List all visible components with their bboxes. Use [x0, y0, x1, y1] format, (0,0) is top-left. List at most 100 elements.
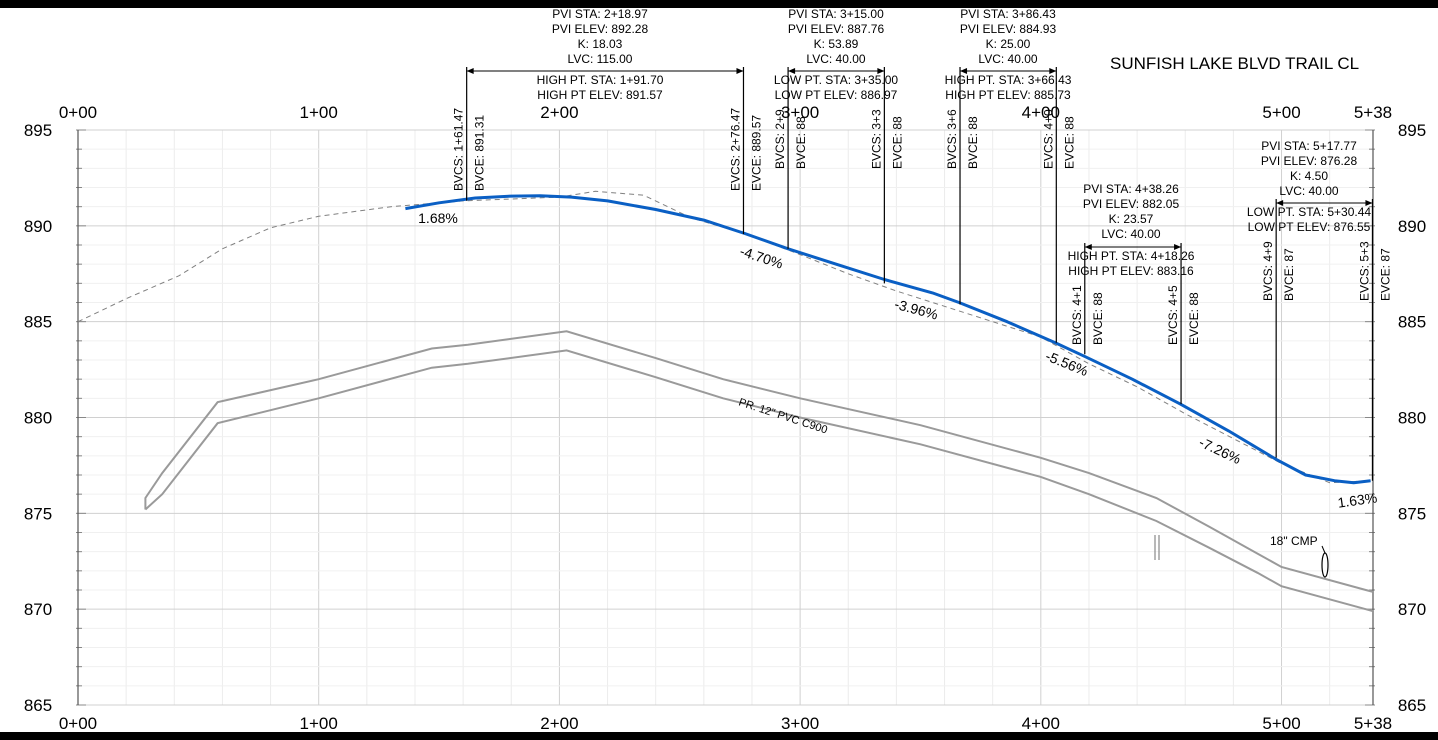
- pvi-text-line: PVI ELEV: 887.76: [788, 22, 885, 36]
- bottom-station-label: 0+00: [59, 714, 97, 733]
- evcs-label: EVCS: 3+3: [869, 109, 883, 169]
- pvi-text-line: HIGH PT ELEV: 891.57: [537, 88, 663, 102]
- bvcs-label: BVCS: 4+1: [1070, 285, 1084, 345]
- top-station-label: 5+38: [1354, 103, 1392, 122]
- grade-label: 1.63%: [1337, 489, 1379, 510]
- pvi-text-line: PVI ELEV: 882.05: [1083, 197, 1180, 211]
- evcs-label: EVCS: 4+5: [1166, 285, 1180, 345]
- grid: [76, 130, 1375, 705]
- proposed-profile-line: [405, 196, 1370, 483]
- top-station-label: 2+00: [540, 103, 578, 122]
- pipe-bottom-line: [145, 350, 1373, 611]
- evcs-label: EVCS: 5+3: [1357, 241, 1371, 301]
- left-elevation-label: 880: [24, 409, 52, 428]
- pvi-text-line: HIGH PT. STA: 4+18.26: [1068, 249, 1195, 263]
- grade-label: -7.26%: [1197, 434, 1244, 467]
- pvi-text-line: K: 18.03: [578, 37, 623, 51]
- culvert-symbol: [1322, 553, 1328, 577]
- pvi-text-line: LVC: 115.00: [568, 52, 633, 66]
- bottom-station-label: 5+38: [1354, 714, 1392, 733]
- left-elevation-label: 885: [24, 313, 52, 332]
- pvi-text-line: PVI STA: 2+18.97: [552, 7, 648, 21]
- pvi-text-line: LVC: 40.00: [1279, 184, 1338, 198]
- top-station-label: 5+00: [1262, 103, 1300, 122]
- bvce-label: BVCE: 891.31: [473, 115, 487, 191]
- top-frame-bar: [0, 0, 1438, 8]
- pvi-text-line: PVI ELEV: 892.28: [552, 22, 649, 36]
- right-elevation-label: 885: [1398, 313, 1426, 332]
- dimension-arrow-left: [467, 68, 474, 74]
- evce-label: EVCE: 88: [1062, 116, 1076, 169]
- pvi-text-line: K: 23.57: [1109, 212, 1154, 226]
- pvi-text-line: HIGH PT. STA: 1+91.70: [537, 73, 664, 87]
- right-elevation-label: 890: [1398, 217, 1426, 236]
- pvi-text-line: PVI STA: 3+15.00: [788, 7, 884, 21]
- pvi-text-line: LOW PT ELEV: 886.97: [775, 88, 898, 102]
- left-elevation-label: 895: [24, 121, 52, 140]
- evce-label: EVCE: 889.57: [749, 115, 763, 191]
- pvi-text-line: K: 53.89: [814, 37, 859, 51]
- bottom-station-label: 1+00: [300, 714, 338, 733]
- dimension-arrow-right: [736, 68, 743, 74]
- left-elevation-label: 890: [24, 217, 52, 236]
- bvcs-label: BVCS: 1+61.47: [452, 108, 466, 191]
- pvi-text-line: LVC: 40.00: [806, 52, 865, 66]
- bvce-label: BVCE: 88: [1091, 292, 1105, 345]
- pvi-text-line: LOW PT. STA: 3+35.00: [774, 73, 898, 87]
- bvce-label: BVCE: 88: [966, 116, 980, 169]
- grade-label: -4.70%: [738, 243, 785, 272]
- right-elevation-label: 870: [1398, 600, 1426, 619]
- evce-label: EVCE: 88: [1187, 292, 1201, 345]
- top-station-label: 0+00: [59, 103, 97, 122]
- bvce-label: BVCE: 87: [1282, 248, 1296, 301]
- right-elevation-label: 875: [1398, 504, 1426, 523]
- top-station-label: 1+00: [300, 103, 338, 122]
- pvi-text-line: PVI STA: 5+17.77: [1261, 139, 1357, 153]
- pipe-profile: [145, 331, 1373, 611]
- pvi-text-line: LOW PT. STA: 5+30.44: [1247, 205, 1371, 219]
- pvi-text-line: PVI ELEV: 876.28: [1261, 154, 1358, 168]
- pvi-text-line: HIGH PT ELEV: 883.16: [1068, 264, 1194, 278]
- bottom-frame-bar: [0, 732, 1438, 740]
- evcs-label: EVCS: 4+0: [1041, 109, 1055, 169]
- pvi-text-line: PVI STA: 3+86.43: [960, 7, 1056, 21]
- bvcs-label: BVCS: 2+9: [773, 109, 787, 169]
- bottom-station-label: 3+00: [781, 714, 819, 733]
- proposed-profile: [405, 196, 1370, 483]
- pvi-text-line: HIGH PT. STA: 3+66.43: [945, 73, 1072, 87]
- pvi-text-line: PVI ELEV: 884.93: [960, 22, 1057, 36]
- pvi-text-line: K: 25.00: [986, 37, 1031, 51]
- grade-label: -3.96%: [893, 296, 940, 323]
- bvcs-label: BVCS: 4+9: [1261, 241, 1275, 301]
- pvi-text-line: LOW PT ELEV: 876.55: [1248, 220, 1371, 234]
- pvi-text-line: HIGH PT ELEV: 885.73: [945, 88, 1071, 102]
- left-elevation-label: 870: [24, 600, 52, 619]
- left-elevation-label: 865: [24, 696, 52, 715]
- pipe-joint-marker: [1155, 535, 1159, 560]
- bottom-station-label: 5+00: [1262, 714, 1300, 733]
- bvce-label: BVCE: 88: [794, 116, 808, 169]
- bottom-station-label: 4+00: [1022, 714, 1060, 733]
- pvi-text-line: LVC: 40.00: [1101, 227, 1160, 241]
- culvert-label: 18" CMP: [1270, 534, 1318, 548]
- grade-label: -5.56%: [1043, 348, 1090, 379]
- pipe-top-line: [145, 331, 1373, 592]
- evce-label: EVCE: 88: [890, 116, 904, 169]
- evcs-label: EVCS: 2+76.47: [728, 108, 742, 191]
- evce-label: EVCE: 87: [1378, 248, 1392, 301]
- grade-label: 1.68%: [418, 210, 458, 226]
- bottom-station-label: 2+00: [540, 714, 578, 733]
- right-elevation-label: 880: [1398, 409, 1426, 428]
- drawing-title: SUNFISH LAKE BLVD TRAIL CL: [1110, 54, 1359, 73]
- left-elevation-label: 875: [24, 504, 52, 523]
- pvi-text-line: LVC: 40.00: [978, 52, 1037, 66]
- bvcs-label: BVCS: 3+6: [945, 109, 959, 169]
- pvi-text-line: PVI STA: 4+38.26: [1083, 182, 1179, 196]
- right-elevation-label: 865: [1398, 696, 1426, 715]
- right-elevation-label: 895: [1398, 121, 1426, 140]
